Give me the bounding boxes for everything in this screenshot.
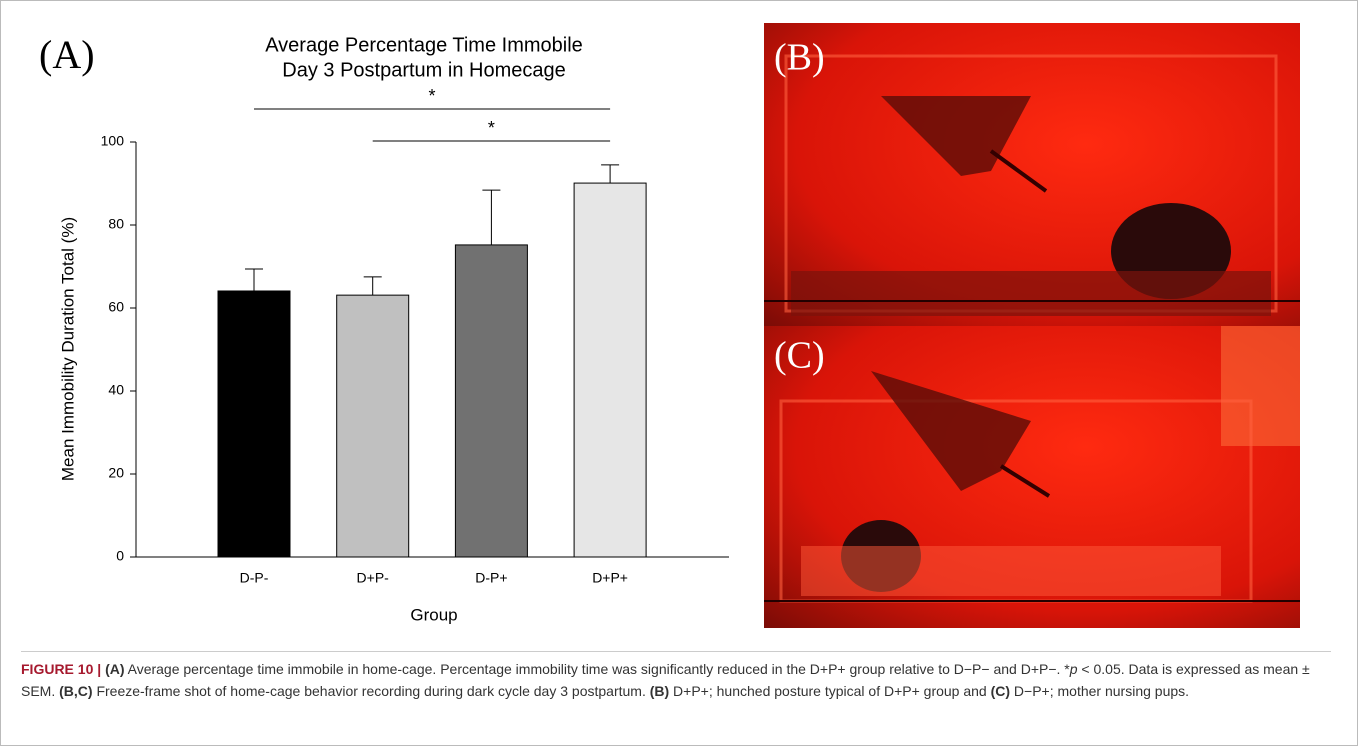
y-tick-label: 0 xyxy=(116,548,124,564)
y-tick-label: 80 xyxy=(108,216,124,232)
caption-run: (B,C) xyxy=(59,683,93,699)
bar xyxy=(336,294,410,558)
panel-label: (C) xyxy=(774,335,825,377)
bar xyxy=(573,182,647,558)
caption-run: (C) xyxy=(990,683,1011,699)
x-tick-label: D-P- xyxy=(240,570,269,586)
bar xyxy=(454,244,528,558)
caption-run: Freeze-frame shot of home-cage behavior … xyxy=(92,683,650,699)
error-bar xyxy=(363,276,382,296)
error-bar xyxy=(601,164,620,184)
caption-run: (B) xyxy=(649,683,670,699)
significance-label: * xyxy=(488,118,495,138)
caption-run: D−P+; mother nursing pups. xyxy=(1010,683,1190,699)
significance-label: * xyxy=(429,86,436,106)
caption-run: (A) xyxy=(105,661,125,677)
photo-c xyxy=(764,326,1300,628)
caption-run: FIGURE 10 | xyxy=(21,661,106,677)
error-bar xyxy=(482,189,501,245)
y-tick-label: 100 xyxy=(101,133,125,149)
photo-b xyxy=(764,23,1300,326)
panel-label: (A) xyxy=(39,32,95,77)
caption-run: < 0.05. Data is expressed as mean ± SEM. xyxy=(21,661,1310,699)
caption-run: p xyxy=(1069,661,1078,677)
x-tick-label: D+P- xyxy=(357,570,390,586)
panel-label: (B) xyxy=(774,37,825,79)
y-tick-label: 20 xyxy=(108,465,124,481)
x-tick-label: D-P+ xyxy=(475,570,507,586)
y-axis-label: Mean Immobility Duration Total (%) xyxy=(58,217,77,481)
chart-subtitle: Day 3 Postpartum in Homecage xyxy=(282,59,565,81)
figure-graphics: (B) (C) (A) Average Percentage Time Immo… xyxy=(39,23,1300,628)
x-tick-label: D+P+ xyxy=(592,570,628,586)
caption-run: Average percentage time immobile in home… xyxy=(124,661,1070,677)
caption-run: D+P+; hunched posture typical of D+P+ gr… xyxy=(669,683,991,699)
x-axis-label: Group xyxy=(410,605,457,624)
error-bar xyxy=(245,268,263,291)
caption: FIGURE 10 | (A) Average percentage time … xyxy=(21,651,1331,702)
bar xyxy=(217,290,291,558)
y-tick-label: 60 xyxy=(108,299,124,315)
y-tick-label: 40 xyxy=(108,382,124,398)
chart-title: Average Percentage Time Immobile xyxy=(265,34,583,56)
